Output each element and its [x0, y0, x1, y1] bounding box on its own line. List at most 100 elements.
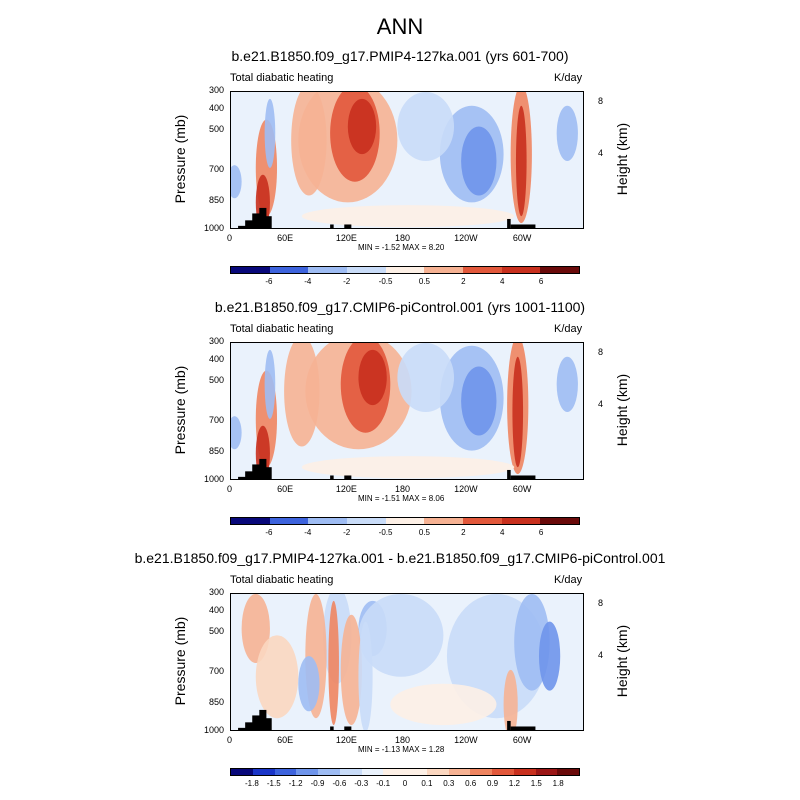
x-tick-label: 180	[395, 735, 411, 745]
colorbar-label: 0	[402, 779, 408, 788]
y-tick-label: 850	[208, 445, 224, 456]
x-tick-label: 0	[227, 233, 233, 243]
topography-mask	[510, 475, 536, 479]
contour-plot	[230, 593, 584, 731]
y-axis-label-right: Height (km)	[614, 122, 630, 196]
x-tick-label: 180	[395, 233, 411, 243]
y-tick-label: 300	[208, 587, 224, 597]
colorbar-swatch	[557, 769, 579, 775]
colorbar-swatch	[513, 769, 536, 775]
colorbar-swatch	[269, 518, 309, 524]
colorbar-swatch	[385, 518, 425, 524]
colorbar-swatch	[385, 267, 425, 273]
units-label: K/day	[554, 323, 583, 335]
y-tick-label: 400	[208, 102, 224, 113]
contour-region	[538, 621, 561, 691]
colorbar-swatch	[405, 769, 427, 775]
colorbar-label: 4	[499, 277, 505, 286]
y-axis-label: Pressure (mb)	[172, 114, 188, 204]
topography-mask	[262, 718, 272, 730]
contour-region	[512, 356, 524, 468]
contour-field	[231, 594, 583, 730]
colorbar-swatch	[424, 267, 464, 273]
colorbar-swatch	[318, 769, 340, 775]
colorbar-label: -0.5	[378, 528, 393, 537]
topography-mask	[262, 216, 272, 228]
units-label: K/day	[554, 574, 583, 586]
y-tick-label-right: 8	[598, 347, 604, 358]
x-tick-label: 60E	[277, 735, 294, 745]
y-tick-label: 300	[208, 85, 224, 95]
contour-region	[255, 635, 299, 719]
contour-region	[298, 656, 320, 712]
topography-mask	[330, 726, 334, 730]
contour-region	[461, 126, 497, 196]
contour-region	[340, 614, 362, 726]
colorbar-label: -0.3	[354, 779, 369, 788]
panel-title: b.e21.B1850.f09_g17.CMIP6-piControl.001 …	[214, 299, 586, 315]
topography-mask	[259, 207, 267, 228]
colorbar-swatch	[231, 518, 270, 524]
topography-mask	[330, 224, 334, 228]
colorbar-swatch	[540, 267, 580, 273]
y-tick-label: 700	[208, 415, 224, 426]
colorbar-swatch	[501, 267, 541, 273]
topography-mask	[510, 224, 536, 228]
contour-region	[231, 165, 242, 199]
colorbar-label: 1.8	[552, 779, 564, 788]
x-tick-label: 120E	[335, 233, 357, 243]
contour-region	[358, 594, 444, 677]
contour-region	[556, 105, 578, 161]
colorbar-label: 0.9	[486, 779, 499, 788]
contour-region	[515, 105, 527, 217]
colorbar-label: -1.5	[266, 779, 281, 788]
colorbar-swatch	[347, 267, 386, 273]
colorbar-swatch	[347, 518, 386, 524]
contour-region	[241, 594, 270, 663]
y-tick-label: 500	[208, 626, 224, 637]
topography-mask	[344, 224, 352, 228]
x-tick-label: 0	[227, 735, 233, 745]
y-tick-label: 850	[208, 194, 224, 205]
y-tick-label: 700	[208, 666, 224, 677]
contour-region	[397, 92, 455, 161]
colorbar-swatch	[252, 769, 275, 775]
contour-region	[231, 416, 242, 450]
min-max-label: MIN = -1.51 MAX = 8.06	[358, 494, 445, 503]
colorbar-label: -2	[343, 277, 351, 286]
y-tick-label-right: 8	[598, 598, 604, 609]
topography-mask	[330, 475, 334, 479]
contour-region	[301, 456, 515, 479]
y-axis-label-right: Height (km)	[614, 373, 630, 447]
contour-region	[556, 356, 578, 412]
colorbar-label: -4	[304, 528, 312, 537]
colorbar-swatch	[424, 518, 464, 524]
colorbar-swatch	[540, 518, 580, 524]
colorbar-label: 2	[461, 277, 466, 286]
y-tick-label: 1000	[203, 474, 224, 484]
x-tick-label: 120W	[454, 484, 478, 494]
variable-label: Total diabatic heating	[230, 574, 334, 586]
x-tick-label: 60W	[512, 484, 532, 494]
colorbar-swatch	[501, 518, 541, 524]
y-tick-label: 500	[208, 124, 224, 135]
colorbar-label: 0.5	[418, 277, 430, 286]
topography-mask	[259, 709, 267, 730]
x-tick-label: 120E	[335, 735, 357, 745]
y-tick-label: 1000	[203, 725, 224, 735]
contour-region	[291, 92, 327, 196]
colorbar-label: 6	[538, 277, 544, 286]
colorbar-swatch	[448, 769, 471, 775]
colorbar	[230, 517, 580, 525]
colorbar-label: -0.5	[378, 277, 393, 286]
contour-region	[503, 669, 518, 730]
contour-region	[390, 683, 497, 726]
topography-mask	[252, 213, 263, 228]
colorbar-swatch	[470, 769, 492, 775]
topography-mask	[510, 726, 536, 730]
units-label: K/day	[554, 72, 583, 84]
y-tick-label: 300	[208, 336, 224, 346]
colorbar-swatch	[231, 267, 270, 273]
contour-region	[328, 600, 339, 726]
y-tick-label: 400	[208, 353, 224, 364]
